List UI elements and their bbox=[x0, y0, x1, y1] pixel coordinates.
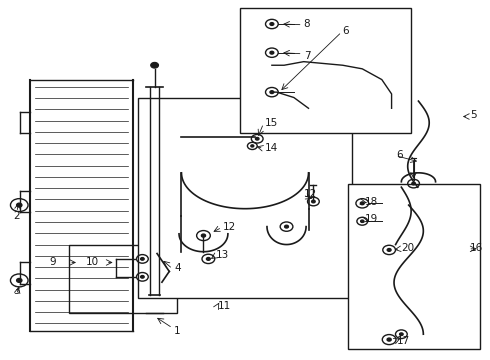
Text: 6: 6 bbox=[343, 26, 349, 36]
Text: 10: 10 bbox=[86, 257, 99, 267]
Circle shape bbox=[17, 203, 22, 207]
Circle shape bbox=[361, 220, 364, 222]
Text: 19: 19 bbox=[365, 215, 378, 224]
Circle shape bbox=[201, 234, 205, 237]
Text: 15: 15 bbox=[265, 118, 278, 128]
Circle shape bbox=[312, 200, 315, 203]
Circle shape bbox=[387, 338, 391, 341]
Text: 5: 5 bbox=[470, 111, 476, 121]
Text: 1: 1 bbox=[174, 325, 181, 336]
Text: 3: 3 bbox=[13, 286, 20, 296]
Circle shape bbox=[387, 248, 391, 251]
Text: 8: 8 bbox=[304, 19, 310, 29]
Bar bbox=[347, 184, 480, 348]
Circle shape bbox=[17, 279, 22, 282]
Circle shape bbox=[412, 182, 416, 185]
Circle shape bbox=[251, 145, 254, 147]
Circle shape bbox=[360, 202, 364, 205]
Circle shape bbox=[255, 138, 259, 140]
Text: 17: 17 bbox=[396, 336, 410, 346]
Text: 12: 12 bbox=[304, 189, 317, 199]
Circle shape bbox=[141, 258, 144, 260]
Circle shape bbox=[400, 333, 403, 336]
Text: 12: 12 bbox=[223, 222, 236, 231]
Text: 2: 2 bbox=[13, 211, 20, 221]
Circle shape bbox=[285, 225, 289, 228]
Text: 6: 6 bbox=[396, 150, 403, 160]
Circle shape bbox=[141, 275, 144, 278]
Text: 7: 7 bbox=[304, 51, 310, 61]
Text: 20: 20 bbox=[401, 243, 415, 253]
Circle shape bbox=[206, 257, 210, 260]
Text: 18: 18 bbox=[365, 197, 378, 207]
Text: 4: 4 bbox=[174, 263, 181, 273]
Text: 16: 16 bbox=[470, 243, 483, 253]
Text: 9: 9 bbox=[49, 257, 56, 267]
Text: 13: 13 bbox=[216, 250, 229, 260]
Circle shape bbox=[270, 91, 274, 94]
Circle shape bbox=[270, 23, 274, 26]
Bar bbox=[69, 244, 176, 313]
Circle shape bbox=[270, 51, 274, 54]
Text: 14: 14 bbox=[265, 143, 278, 153]
Circle shape bbox=[151, 62, 159, 68]
Bar bbox=[138, 98, 352, 298]
Bar bbox=[240, 8, 411, 134]
Text: 11: 11 bbox=[218, 301, 231, 311]
